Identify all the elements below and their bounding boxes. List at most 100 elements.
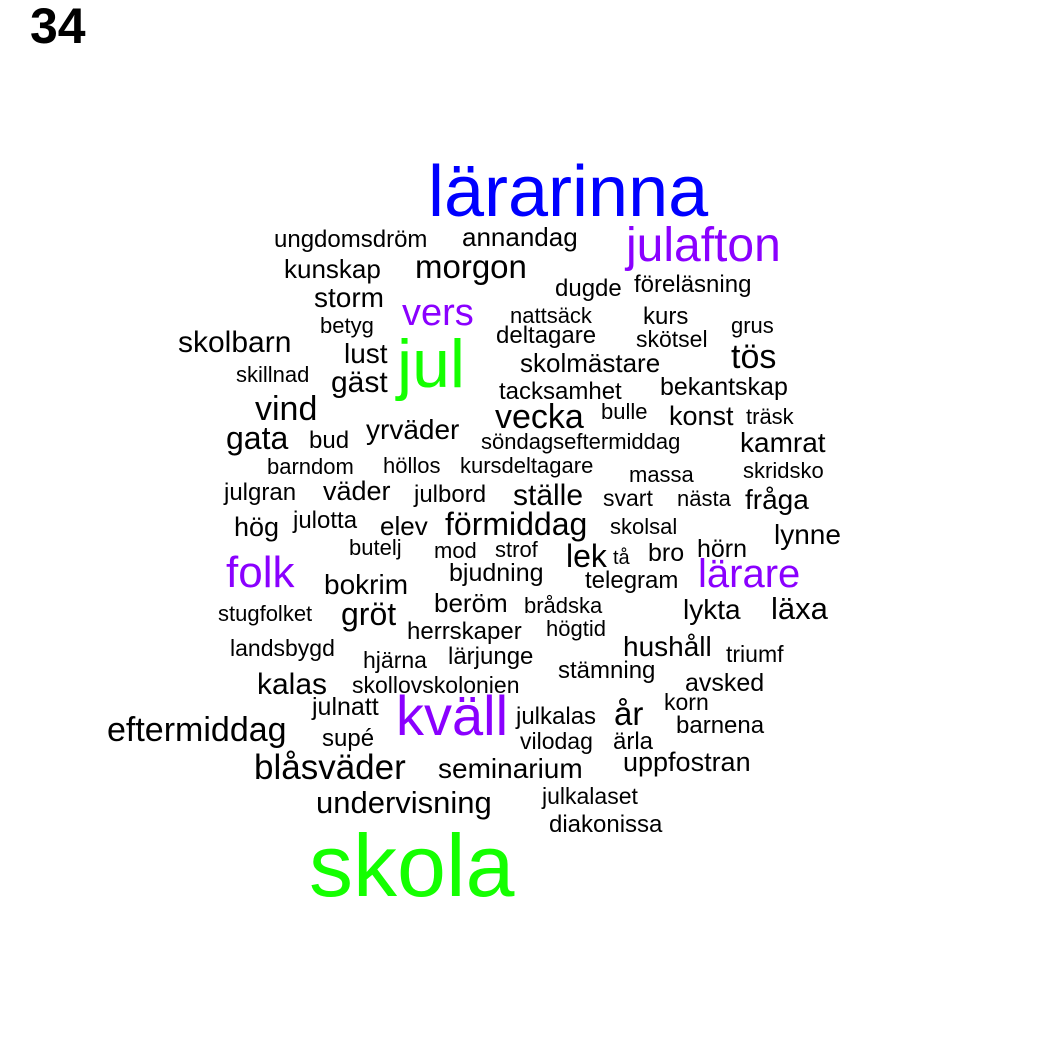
cloud-word: herrskaper — [407, 618, 522, 645]
cloud-word: mod — [434, 538, 477, 563]
cloud-word: kalas — [257, 668, 328, 701]
cloud-word: lust — [344, 338, 388, 369]
cloud-word: vecka — [495, 398, 584, 436]
cloud-word: julgran — [224, 479, 297, 506]
cloud-word: grus — [731, 313, 774, 338]
cloud-word: barndom — [267, 454, 354, 479]
cloud-word: lykta — [683, 594, 741, 625]
cloud-word: vilodag — [520, 728, 593, 754]
cloud-word: betyg — [320, 313, 374, 338]
cloud-word: bekantskap — [660, 373, 788, 401]
cloud-word: vers — [402, 292, 474, 334]
cloud-word: konst — [669, 401, 734, 431]
cloud-word: föreläsning — [634, 271, 752, 298]
cloud-word: lärarinna — [428, 152, 709, 232]
cloud-word: tacksamhet — [499, 378, 622, 405]
cloud-word: vind — [255, 390, 318, 428]
cloud-word: elev — [380, 511, 428, 541]
cloud-word: ungdomsdröm — [274, 226, 428, 253]
cloud-word: gata — [226, 420, 289, 456]
cloud-word: ställe — [513, 479, 584, 512]
cloud-word: stämning — [558, 657, 656, 684]
cloud-word: nattsäck — [510, 303, 592, 328]
cloud-word: telegram — [585, 567, 679, 594]
cloud-word: nästa — [677, 486, 731, 511]
cloud-word: hushåll — [623, 631, 712, 662]
cloud-word: kväll — [396, 684, 509, 747]
cloud-word: bud — [309, 427, 350, 454]
cloud-word: lärjunge — [448, 643, 534, 670]
cloud-word: barnena — [676, 712, 765, 739]
cloud-word: butelj — [349, 535, 402, 560]
page-number: 34 — [30, 0, 86, 54]
cloud-word: folk — [226, 548, 295, 597]
cloud-word: triumf — [726, 641, 784, 667]
cloud-word: söndagseftermiddag — [481, 429, 681, 454]
cloud-word: yrväder — [366, 414, 460, 445]
cloud-word: julkalaset — [542, 783, 638, 809]
cloud-word: skola — [309, 816, 515, 915]
cloud-word: massa — [629, 462, 694, 487]
cloud-word: väder — [323, 476, 391, 506]
cloud-word: strof — [495, 537, 538, 562]
cloud-word: bokrim — [324, 569, 409, 600]
cloud-word: storm — [314, 282, 384, 313]
cloud-word: träsk — [746, 404, 794, 429]
cloud-word: julnatt — [312, 693, 379, 721]
cloud-word: morgon — [415, 248, 527, 285]
cloud-word: supé — [322, 725, 375, 752]
cloud-word: skridsko — [743, 458, 824, 483]
cloud-word: gäst — [331, 366, 388, 399]
cloud-word: tå — [613, 547, 630, 569]
cloud-word: julafton — [626, 219, 781, 272]
cloud-word: deltagare — [496, 322, 597, 349]
cloud-word: landsbygd — [230, 635, 335, 661]
cloud-word: blåsväder — [254, 748, 406, 787]
cloud-word: ärla — [613, 728, 654, 755]
cloud-word: kamrat — [740, 427, 826, 458]
cloud-word: lek — [566, 538, 607, 574]
cloud-word: stugfolket — [218, 601, 313, 626]
cloud-word: skillnad — [236, 362, 310, 387]
cloud-word: julbord — [414, 481, 487, 508]
cloud-word: högtid — [546, 616, 606, 641]
cloud-word: skötsel — [636, 326, 708, 352]
cloud-word: tös — [731, 338, 777, 376]
cloud-word: beröm — [434, 588, 508, 618]
cloud-word: hög — [234, 512, 280, 542]
cloud-word: kurs — [643, 303, 689, 330]
cloud-word: skolbarn — [178, 326, 292, 359]
cloud-word: dugde — [555, 275, 622, 302]
cloud-word: kunskap — [284, 254, 381, 284]
cloud-word: julotta — [293, 507, 358, 534]
cloud-word: hörn — [697, 535, 748, 563]
cloud-word: bro — [648, 539, 685, 567]
cloud-word: eftermiddag — [107, 711, 287, 749]
cloud-word: lärare — [698, 552, 801, 596]
cloud-word: förmiddag — [445, 506, 588, 542]
cloud-word: uppfostran — [623, 747, 751, 777]
cloud-word: kursdeltagare — [460, 453, 594, 478]
cloud-word: brådska — [524, 593, 603, 618]
cloud-word: gröt — [341, 596, 397, 632]
cloud-word: seminarium — [438, 753, 583, 784]
cloud-word: undervisning — [316, 785, 492, 820]
cloud-word: höllos — [383, 453, 441, 478]
cloud-word: skollovskolonien — [352, 672, 520, 698]
cloud-word: annandag — [462, 222, 578, 252]
cloud-word: julkalas — [516, 703, 597, 730]
cloud-word: korn — [664, 689, 709, 715]
cloud-word: bulle — [601, 399, 648, 424]
cloud-word: läxa — [771, 591, 828, 626]
cloud-word: år — [614, 695, 644, 732]
cloud-word: fråga — [745, 484, 809, 515]
cloud-word: avsked — [685, 669, 765, 697]
cloud-word: skolmästare — [520, 348, 661, 378]
cloud-word: skolsal — [610, 514, 678, 539]
cloud-word: hjärna — [363, 647, 427, 673]
cloud-word: lynne — [774, 519, 841, 550]
cloud-word: bjudning — [449, 559, 544, 587]
cloud-word: svart — [603, 485, 653, 511]
cloud-word: diakonissa — [549, 811, 663, 838]
